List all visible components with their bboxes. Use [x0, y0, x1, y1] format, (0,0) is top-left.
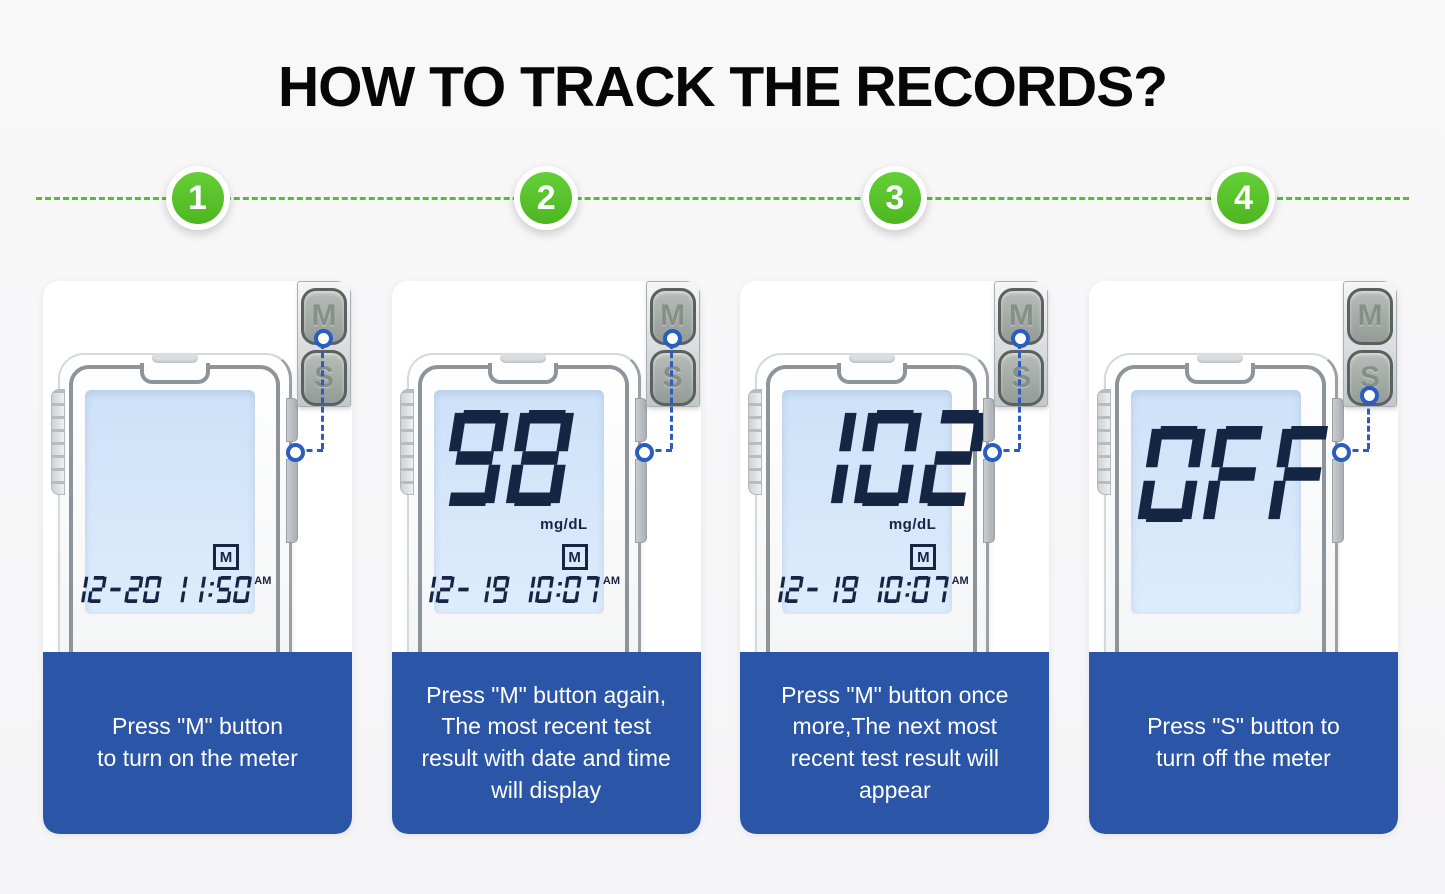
s-button: S: [301, 349, 347, 406]
m-button-label: M: [1357, 299, 1383, 333]
connector-line-horizontal: [644, 449, 672, 452]
s-button: S: [649, 349, 696, 406]
step-caption: Press "M" button once more,The next most…: [740, 652, 1050, 834]
glucose-meter: [1096, 353, 1344, 687]
side-button: [286, 398, 298, 442]
strip-port: [1096, 389, 1111, 495]
meter-bezel: [1114, 365, 1329, 679]
step-card-1: M AM M S Press "M": [43, 281, 352, 834]
step-number-badge: 4: [1211, 166, 1276, 230]
highlight-ring-meter: [1331, 443, 1351, 462]
connector-line-horizontal: [993, 449, 1021, 452]
memory-icon: M: [910, 544, 937, 570]
datetime-value: [69, 576, 253, 603]
ampm-label: AM: [254, 575, 272, 587]
glucose-meter: mg/dL M AM: [748, 353, 996, 687]
connector-line-vertical: [669, 343, 673, 449]
meter-top-tab: [500, 353, 547, 363]
steps-row: M AM M S Press "M": [0, 281, 1445, 834]
connector-line-vertical: [1018, 343, 1022, 449]
button-callout: M S: [994, 281, 1049, 407]
strip-port: [399, 389, 414, 495]
side-button: [1331, 459, 1344, 543]
button-callout: M S: [1342, 281, 1397, 407]
datetime-row: AM: [80, 575, 271, 604]
step-number: 4: [1217, 172, 1270, 224]
datetime-row: [1133, 576, 1299, 604]
memory-icon: M: [213, 544, 239, 570]
step-caption: Press "S" button to turn off the meter: [1088, 652, 1398, 834]
strip-port: [748, 389, 763, 495]
reading-value: [440, 410, 598, 506]
m-button-label: M: [1008, 299, 1034, 333]
side-button: [634, 459, 647, 543]
meter-notch: [836, 363, 907, 384]
datetime-row: AM: [429, 575, 620, 604]
connector-line-horizontal: [1341, 449, 1369, 452]
meter-screen: M AM: [80, 390, 271, 614]
highlight-ring-meter: [634, 443, 654, 462]
side-button: [1331, 398, 1344, 442]
step-number: 2: [520, 172, 573, 224]
meter-top-tab: [151, 353, 198, 363]
button-callout: M S: [645, 281, 700, 407]
memory-icon: M: [561, 544, 588, 570]
ampm-label: AM: [602, 575, 621, 587]
reading-unit: mg/dL: [888, 516, 937, 533]
ampm-label: AM: [951, 575, 969, 587]
highlight-ring-meter: [286, 443, 305, 462]
step-number-badge: 3: [862, 166, 927, 230]
step-caption: Press "M" button again, The most recent …: [391, 652, 701, 834]
highlight-ring-button: [314, 329, 333, 348]
step-indicator-strip: 1 2 3 4: [0, 166, 1445, 232]
reading-value: [1137, 426, 1329, 522]
highlight-ring-button: [1359, 386, 1379, 405]
step-card-4: M S Press "S" button to turn off the met…: [1088, 281, 1398, 834]
meter-top-tab: [848, 353, 895, 363]
meter-notch: [488, 363, 559, 384]
page-title: HOW TO TRACK THE RECORDS?: [277, 55, 1168, 119]
glucose-meter: M AM: [51, 353, 298, 687]
reading-unit: mg/dL: [540, 516, 588, 533]
meter-bezel: mg/dL M AM: [766, 365, 988, 679]
highlight-ring-meter: [983, 443, 1003, 462]
side-button: [983, 459, 996, 543]
connector-line-horizontal: [296, 449, 323, 452]
step-card-3: mg/dL M AM M S: [740, 281, 1050, 834]
s-button: S: [998, 349, 1045, 406]
reading-value: [788, 410, 988, 506]
meter-notch: [139, 363, 210, 384]
meter-top-tab: [1197, 353, 1244, 363]
datetime-value: [417, 576, 601, 603]
meter-screen: [1130, 390, 1329, 614]
meter-screen: mg/dL M AM: [778, 390, 988, 614]
side-button: [286, 459, 298, 543]
datetime-value: [766, 576, 950, 603]
step-number-badge: 2: [514, 166, 579, 230]
meter-screen: mg/dL M AM: [429, 390, 620, 614]
side-button: [634, 398, 647, 442]
step-number-badge: 1: [165, 166, 230, 230]
highlight-ring-button: [1011, 329, 1031, 348]
step-card-2: mg/dL M AM M S: [391, 281, 701, 834]
m-button-label: M: [311, 299, 337, 333]
dashed-progress-line: [36, 197, 1409, 200]
meter-bezel: M AM: [69, 365, 280, 679]
datetime-row: AM: [778, 575, 969, 604]
m-button-label: M: [660, 299, 686, 333]
glucose-meter: mg/dL M AM: [399, 353, 647, 687]
step-number: 1: [171, 172, 224, 224]
meter-bezel: mg/dL M AM: [417, 365, 629, 679]
highlight-ring-button: [662, 329, 682, 348]
strip-port: [51, 389, 65, 495]
step-number: 3: [868, 172, 921, 224]
step-caption: Press "M" button to turn on the meter: [43, 652, 352, 834]
side-button: [983, 398, 996, 442]
m-button: M: [1346, 288, 1393, 345]
s-button-label: S: [1359, 360, 1380, 394]
connector-line-vertical: [321, 343, 324, 449]
connector-line-vertical: [1366, 400, 1370, 449]
meter-notch: [1185, 363, 1256, 384]
